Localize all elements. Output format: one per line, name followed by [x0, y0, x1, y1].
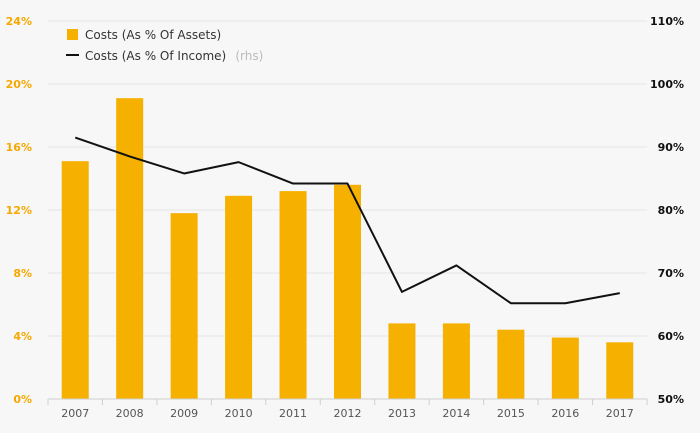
bar-2010 [225, 195, 253, 399]
x-tick-label: 2009 [170, 407, 198, 420]
left-axis-ticks: 0% 4% 8% 12% 16% 20% 24% [6, 15, 32, 406]
right-axis-ticks: 50% 60% 70% 80% 90% 100% 110% [650, 15, 684, 406]
left-tick-label: 16% [6, 141, 32, 154]
left-tick-label: 20% [6, 78, 32, 91]
left-tick-label: 0% [13, 393, 32, 406]
right-tick-label: 60% [658, 330, 684, 343]
legend-line-suffix: (rhs) [235, 49, 263, 63]
right-tick-label: 100% [650, 78, 684, 91]
x-tick-label: 2016 [551, 407, 579, 420]
x-tick-label: 2017 [606, 407, 634, 420]
bar-2009 [170, 213, 198, 399]
x-tick-label: 2008 [116, 407, 144, 420]
right-tick-label: 110% [650, 15, 684, 28]
x-tick-label: 2011 [279, 407, 307, 420]
bar-2011 [279, 191, 307, 399]
x-tick-label: 2015 [497, 407, 525, 420]
left-tick-label: 8% [13, 267, 32, 280]
right-tick-label: 90% [658, 141, 684, 154]
right-tick-label: 50% [658, 393, 684, 406]
legend-bar-swatch [67, 29, 78, 40]
x-tick-label: 2010 [225, 407, 253, 420]
line-series [74, 136, 620, 305]
left-tick-label: 12% [6, 204, 32, 217]
x-tick-label: 2013 [388, 407, 416, 420]
x-tick-label: 2007 [61, 407, 89, 420]
bar-2013 [388, 323, 416, 399]
right-tick-label: 70% [658, 267, 684, 280]
legend: Costs (As % Of Assets) Costs (As % Of In… [66, 28, 263, 64]
bar-2015 [497, 329, 525, 399]
legend-bar-label: Costs (As % Of Assets) [85, 28, 221, 42]
legend-line-label: Costs (As % Of Income) [85, 49, 226, 63]
x-tick-label: 2014 [442, 407, 470, 420]
income-ratio-line [74, 136, 620, 305]
legend-line-text: Costs (As % Of Income) (rhs) [85, 45, 263, 64]
bar-2017 [606, 342, 634, 399]
x-tick-label: 2012 [334, 407, 362, 420]
bar-series [61, 98, 634, 400]
x-axis-ticks: 2007 2008 2009 2010 2011 2012 2013 2014 2015 2016… [47, 398, 648, 420]
right-tick-label: 80% [658, 204, 684, 217]
left-tick-label: 4% [13, 330, 32, 343]
bar-2016 [551, 337, 579, 399]
bar-2012 [334, 184, 361, 399]
left-tick-label: 24% [6, 15, 32, 28]
bar-2007 [61, 161, 89, 399]
bar-2014 [442, 323, 470, 399]
bar-2008 [116, 98, 144, 400]
